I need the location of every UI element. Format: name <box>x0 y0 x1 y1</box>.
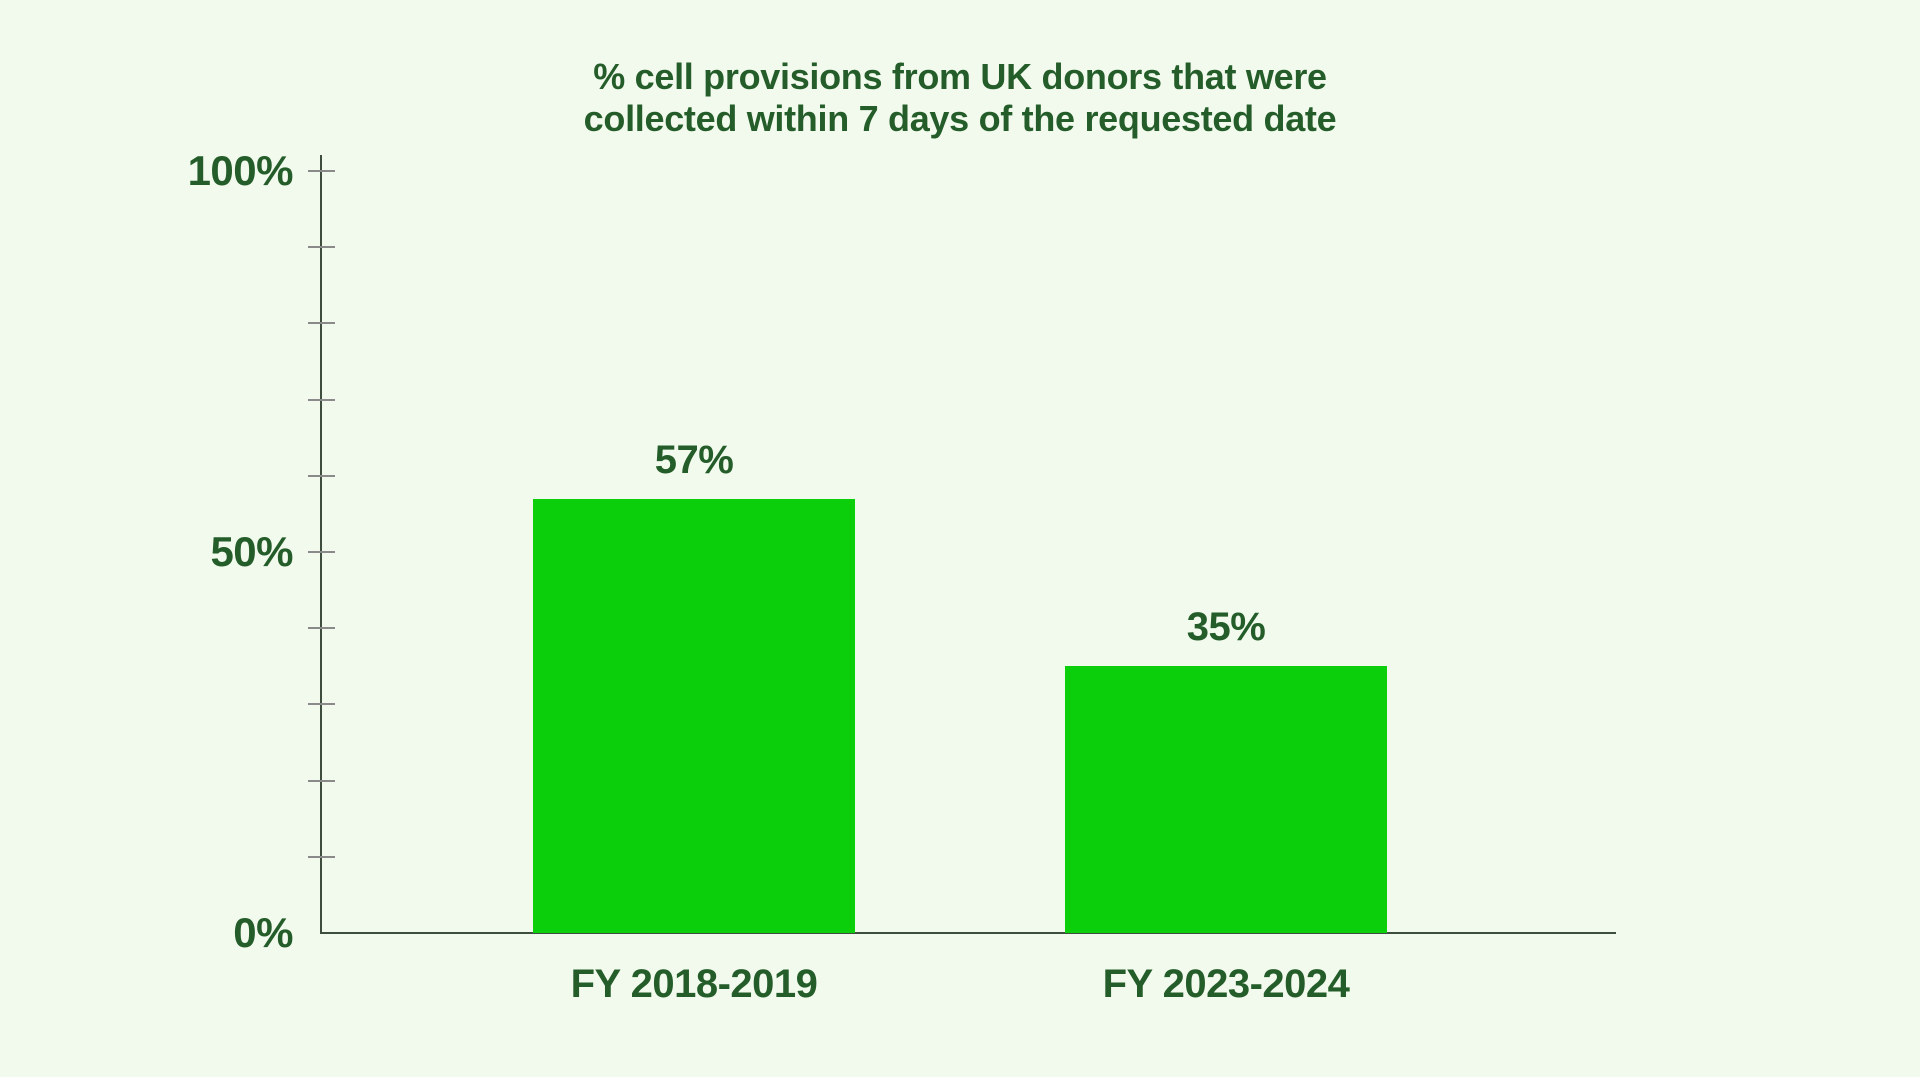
bar-value-label: 57% <box>654 437 734 482</box>
y-axis-tick <box>308 246 335 249</box>
bar <box>533 498 855 933</box>
y-axis-tick <box>308 398 335 401</box>
x-axis-line <box>320 932 1616 934</box>
y-axis-tick <box>308 855 335 858</box>
chart-title-line1: % cell provisions from UK donors that we… <box>593 56 1327 97</box>
y-axis-tick <box>308 474 335 477</box>
y-axis-tick <box>308 779 335 782</box>
bar <box>1065 666 1387 933</box>
y-axis-tick-label: 100% <box>187 147 294 194</box>
x-axis-category-label: FY 2018-2019 <box>570 962 818 1006</box>
x-axis-category-label: FY 2023-2024 <box>1102 962 1350 1006</box>
y-axis-tick <box>308 703 335 706</box>
y-axis-line <box>320 155 322 933</box>
y-axis-tick <box>308 322 335 325</box>
y-axis-tick <box>308 627 335 630</box>
y-axis-tick <box>308 170 335 172</box>
chart-title-line2: collected within 7 days of the requested… <box>583 98 1337 139</box>
chart-title: % cell provisions from UK donors that we… <box>0 56 1920 140</box>
bar-value-label: 35% <box>1186 605 1266 650</box>
y-axis-tick <box>308 551 335 553</box>
y-axis-tick-label: 50% <box>210 528 293 575</box>
y-axis-tick-label: 0% <box>233 909 293 956</box>
